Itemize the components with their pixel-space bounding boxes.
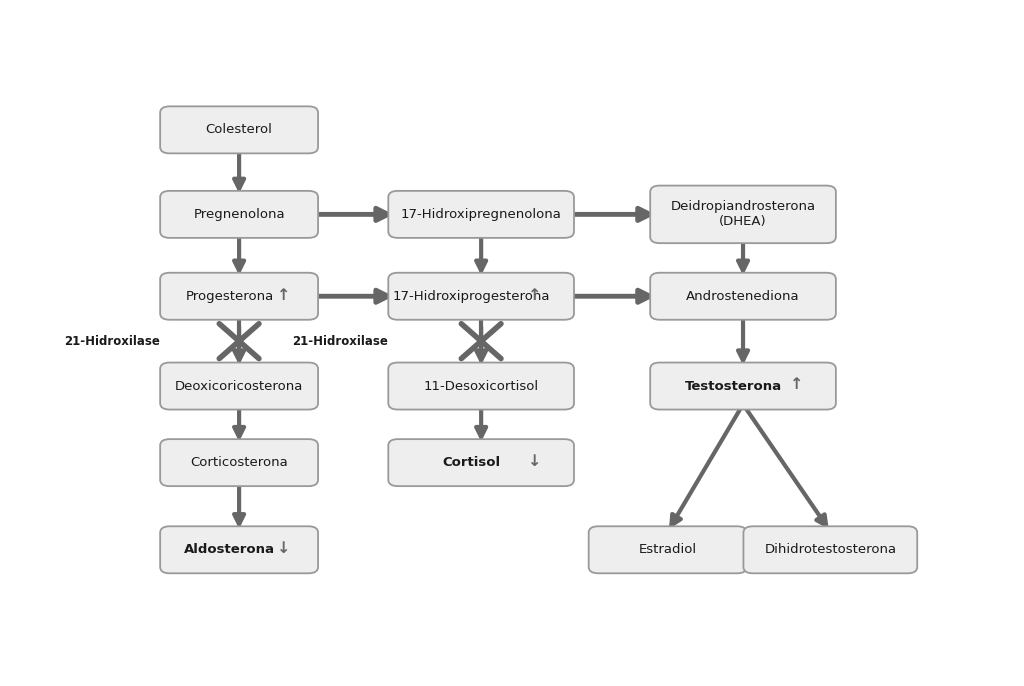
Text: Estradiol: Estradiol: [639, 543, 696, 556]
FancyBboxPatch shape: [160, 362, 318, 410]
Text: Deoxicoricosterona: Deoxicoricosterona: [175, 379, 303, 392]
FancyBboxPatch shape: [160, 273, 318, 320]
FancyBboxPatch shape: [650, 186, 836, 243]
Text: Progesterona: Progesterona: [185, 289, 273, 303]
Text: Cortisol: Cortisol: [442, 456, 501, 469]
Text: 17-Hidroxiprogesterona: 17-Hidroxiprogesterona: [393, 289, 550, 303]
FancyBboxPatch shape: [388, 191, 574, 238]
Text: Androstenediona: Androstenediona: [686, 289, 800, 303]
FancyBboxPatch shape: [589, 526, 746, 573]
Text: ↓: ↓: [276, 541, 290, 556]
FancyBboxPatch shape: [743, 526, 918, 573]
FancyBboxPatch shape: [388, 273, 574, 320]
Text: Deidropiandrosterona
(DHEA): Deidropiandrosterona (DHEA): [671, 200, 815, 228]
Text: Colesterol: Colesterol: [206, 123, 272, 137]
Text: ↑: ↑: [527, 287, 541, 303]
Text: Aldosterona: Aldosterona: [184, 543, 275, 556]
Text: Pregnenolona: Pregnenolona: [194, 208, 285, 221]
FancyBboxPatch shape: [650, 362, 836, 410]
Text: Dihidrotestosterona: Dihidrotestosterona: [764, 543, 896, 556]
FancyBboxPatch shape: [650, 273, 836, 320]
Text: 17-Hidroxipregnenolona: 17-Hidroxipregnenolona: [400, 208, 561, 221]
FancyBboxPatch shape: [388, 439, 574, 486]
Text: ↓: ↓: [527, 454, 541, 469]
FancyBboxPatch shape: [388, 362, 574, 410]
Text: 21-Hidroxilase: 21-Hidroxilase: [65, 335, 160, 348]
Text: Corticosterona: Corticosterona: [190, 456, 288, 469]
Text: Testosterona: Testosterona: [685, 379, 782, 392]
FancyBboxPatch shape: [160, 191, 318, 238]
Text: ↑: ↑: [790, 377, 803, 392]
FancyBboxPatch shape: [160, 439, 318, 486]
Text: ↑: ↑: [276, 287, 290, 303]
Text: 21-Hidroxilase: 21-Hidroxilase: [293, 335, 388, 348]
FancyBboxPatch shape: [160, 106, 318, 154]
Text: 11-Desoxicortisol: 11-Desoxicortisol: [424, 379, 539, 392]
FancyBboxPatch shape: [160, 526, 318, 573]
